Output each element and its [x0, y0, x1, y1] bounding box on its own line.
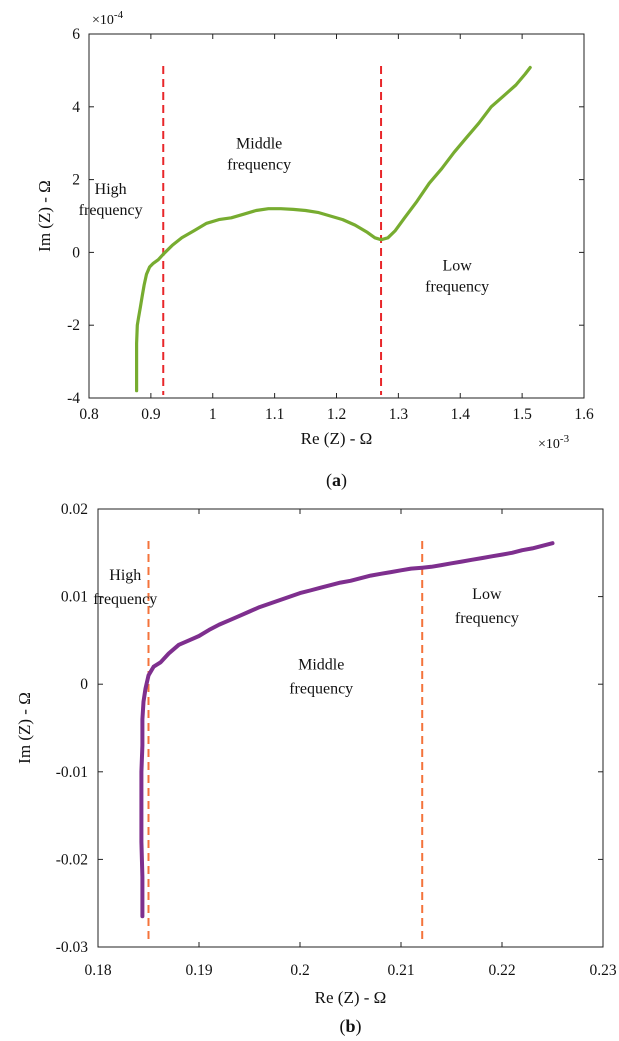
y-tick-label: -0.03: [56, 939, 89, 956]
y-tick-label: -2: [67, 317, 80, 334]
caption-paren: ): [356, 1016, 362, 1037]
region-label: frequency: [79, 202, 143, 219]
region-label: frequency: [93, 591, 157, 608]
x-tick-label: 1: [209, 406, 217, 423]
x-tick-label: 0.21: [387, 962, 414, 979]
y-tick-label: 4: [72, 99, 80, 116]
y-axis-label: Im (Z) - Ω: [15, 692, 34, 764]
x-axis-label: Re (Z) - Ω: [301, 429, 373, 448]
y-exponent-power: -4: [114, 9, 124, 21]
caption-letter: b: [345, 1016, 355, 1036]
x-axis-label: Re (Z) - Ω: [315, 988, 387, 1007]
x-tick-label: 0.22: [488, 962, 515, 979]
x-tick-label: 0.9: [141, 406, 161, 423]
x-axis-exponent: ×10-3: [538, 433, 570, 452]
x-tick-label: 1.4: [451, 406, 471, 423]
y-tick-label: 0: [72, 244, 80, 261]
y-tick-label: -4: [67, 390, 80, 407]
y-axis-exponent: ×10-4: [92, 9, 124, 28]
y-tick-label: 2: [72, 172, 80, 189]
series-line: [139, 541, 555, 919]
region-label: frequency: [425, 279, 489, 296]
x-exponent-power: -3: [560, 433, 570, 445]
y-exponent-base: ×10: [92, 13, 114, 28]
y-tick-label: 0.01: [61, 589, 88, 606]
x-tick-label: 1.5: [512, 406, 532, 423]
x-tick-label: 1.2: [327, 406, 346, 423]
panel-caption: (b): [339, 1016, 361, 1037]
region-label: frequency: [289, 680, 353, 697]
x-exponent-base: ×10: [538, 437, 560, 452]
caption-paren: (: [326, 470, 332, 491]
region-label: Low: [442, 258, 472, 275]
x-tick-label: 0.19: [185, 962, 212, 979]
y-tick-label: 0: [80, 676, 88, 693]
x-tick-label: 1.6: [574, 406, 594, 423]
caption-letter: a: [332, 470, 341, 490]
x-tick-label: 0.2: [290, 962, 309, 979]
caption-paren: (: [339, 1016, 345, 1037]
region-label: frequency: [455, 610, 519, 627]
region-label: High: [95, 181, 127, 198]
chart-panel-b: 0.18 0.19 0.2 0.21 0.22 0.23 -0.03 -0.02 -0.01 0 0…: [15, 501, 617, 1037]
x-tick-label: 0.8: [79, 406, 99, 423]
region-label: Middle: [298, 656, 344, 673]
x-tick-label: 1.1: [265, 406, 284, 423]
panel-caption: (a): [326, 470, 347, 491]
series-line: [135, 65, 532, 393]
y-tick-label: -0.02: [56, 851, 88, 868]
y-tick-label: -0.01: [56, 764, 88, 781]
region-label: Middle: [236, 136, 282, 153]
caption-paren: ): [341, 470, 347, 491]
region-label: High: [109, 567, 141, 584]
y-tick-label: 0.02: [61, 501, 88, 518]
region-label: frequency: [227, 157, 291, 174]
y-tick-label: 6: [72, 26, 80, 43]
x-tick-label: 0.18: [84, 962, 111, 979]
x-tick-label: 1.3: [389, 406, 409, 423]
chart-panel-a: 0.8 0.9 1 1.1 1.2 1.3 1.4 1.5 1.6-4-20246×10-3×1…: [35, 9, 594, 491]
y-axis-label: Im (Z) - Ω: [35, 180, 54, 252]
x-tick-label: 0.23: [589, 962, 616, 979]
plot-frame: [97, 508, 604, 948]
region-label: Low: [472, 586, 502, 603]
